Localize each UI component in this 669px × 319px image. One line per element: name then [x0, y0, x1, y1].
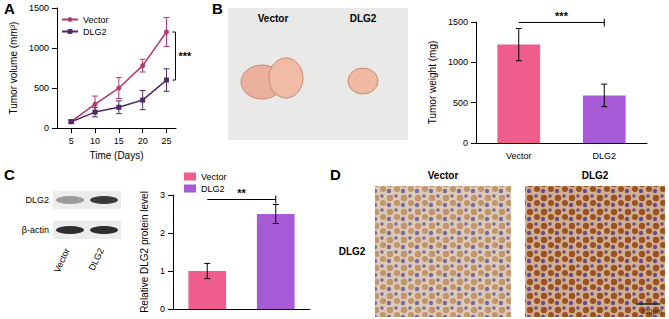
svg-text:2: 2 — [160, 228, 165, 238]
svg-text:1000: 1000 — [29, 43, 49, 53]
svg-text:Vector: Vector — [506, 151, 532, 161]
svg-text:10: 10 — [90, 136, 100, 146]
svg-text:1: 1 — [160, 266, 165, 276]
svg-text:0: 0 — [160, 304, 165, 314]
svg-text:500: 500 — [34, 83, 49, 93]
html-text:D: D — [330, 166, 341, 183]
svg-text:***: *** — [555, 10, 569, 22]
svg-text:500: 500 — [453, 98, 468, 108]
svg-text:0: 0 — [44, 123, 49, 133]
svg-text:DLG2: DLG2 — [83, 27, 107, 37]
svg-text:DLG2: DLG2 — [350, 13, 377, 24]
svg-text:0: 0 — [463, 138, 468, 148]
svg-text:DLG2: DLG2 — [582, 170, 609, 181]
svg-text:DLG2: DLG2 — [592, 151, 616, 161]
svg-text:Vector: Vector — [428, 170, 459, 181]
svg-text:Vector: Vector — [83, 15, 109, 25]
svg-text:DLG2: DLG2 — [339, 246, 366, 257]
svg-text:DLG2: DLG2 — [201, 184, 225, 194]
svg-text:DLG2: DLG2 — [87, 247, 106, 273]
svg-text:20: 20 — [138, 136, 148, 146]
svg-text:Relative DLG2 protein level: Relative DLG2 protein level — [139, 191, 150, 313]
svg-text:1500: 1500 — [29, 3, 49, 13]
svg-text:15: 15 — [114, 136, 124, 146]
svg-text:Vector: Vector — [258, 13, 289, 24]
svg-text:**: ** — [237, 187, 246, 199]
svg-text:β-actin: β-actin — [22, 225, 49, 235]
svg-text:Vector: Vector — [201, 172, 227, 182]
svg-text:Tumor volume (mm³): Tumor volume (mm³) — [8, 22, 19, 115]
svg-text:Tumor weight (mg): Tumor weight (mg) — [427, 41, 438, 125]
html-text:A: A — [4, 0, 15, 17]
svg-text:Time (Days): Time (Days) — [89, 150, 143, 161]
svg-text:25: 25 — [161, 136, 171, 146]
svg-text:1500: 1500 — [448, 17, 468, 27]
svg-text:3: 3 — [160, 190, 165, 200]
svg-text:5: 5 — [69, 136, 74, 146]
svg-text:DLG2: DLG2 — [25, 195, 49, 205]
html-text:B: B — [212, 0, 223, 17]
svg-text:Vector: Vector — [52, 247, 72, 274]
html-text:C: C — [4, 166, 15, 183]
svg-text:1000: 1000 — [448, 57, 468, 67]
svg-text:***: *** — [178, 50, 192, 62]
svg-text:100μm: 100μm — [640, 308, 662, 316]
